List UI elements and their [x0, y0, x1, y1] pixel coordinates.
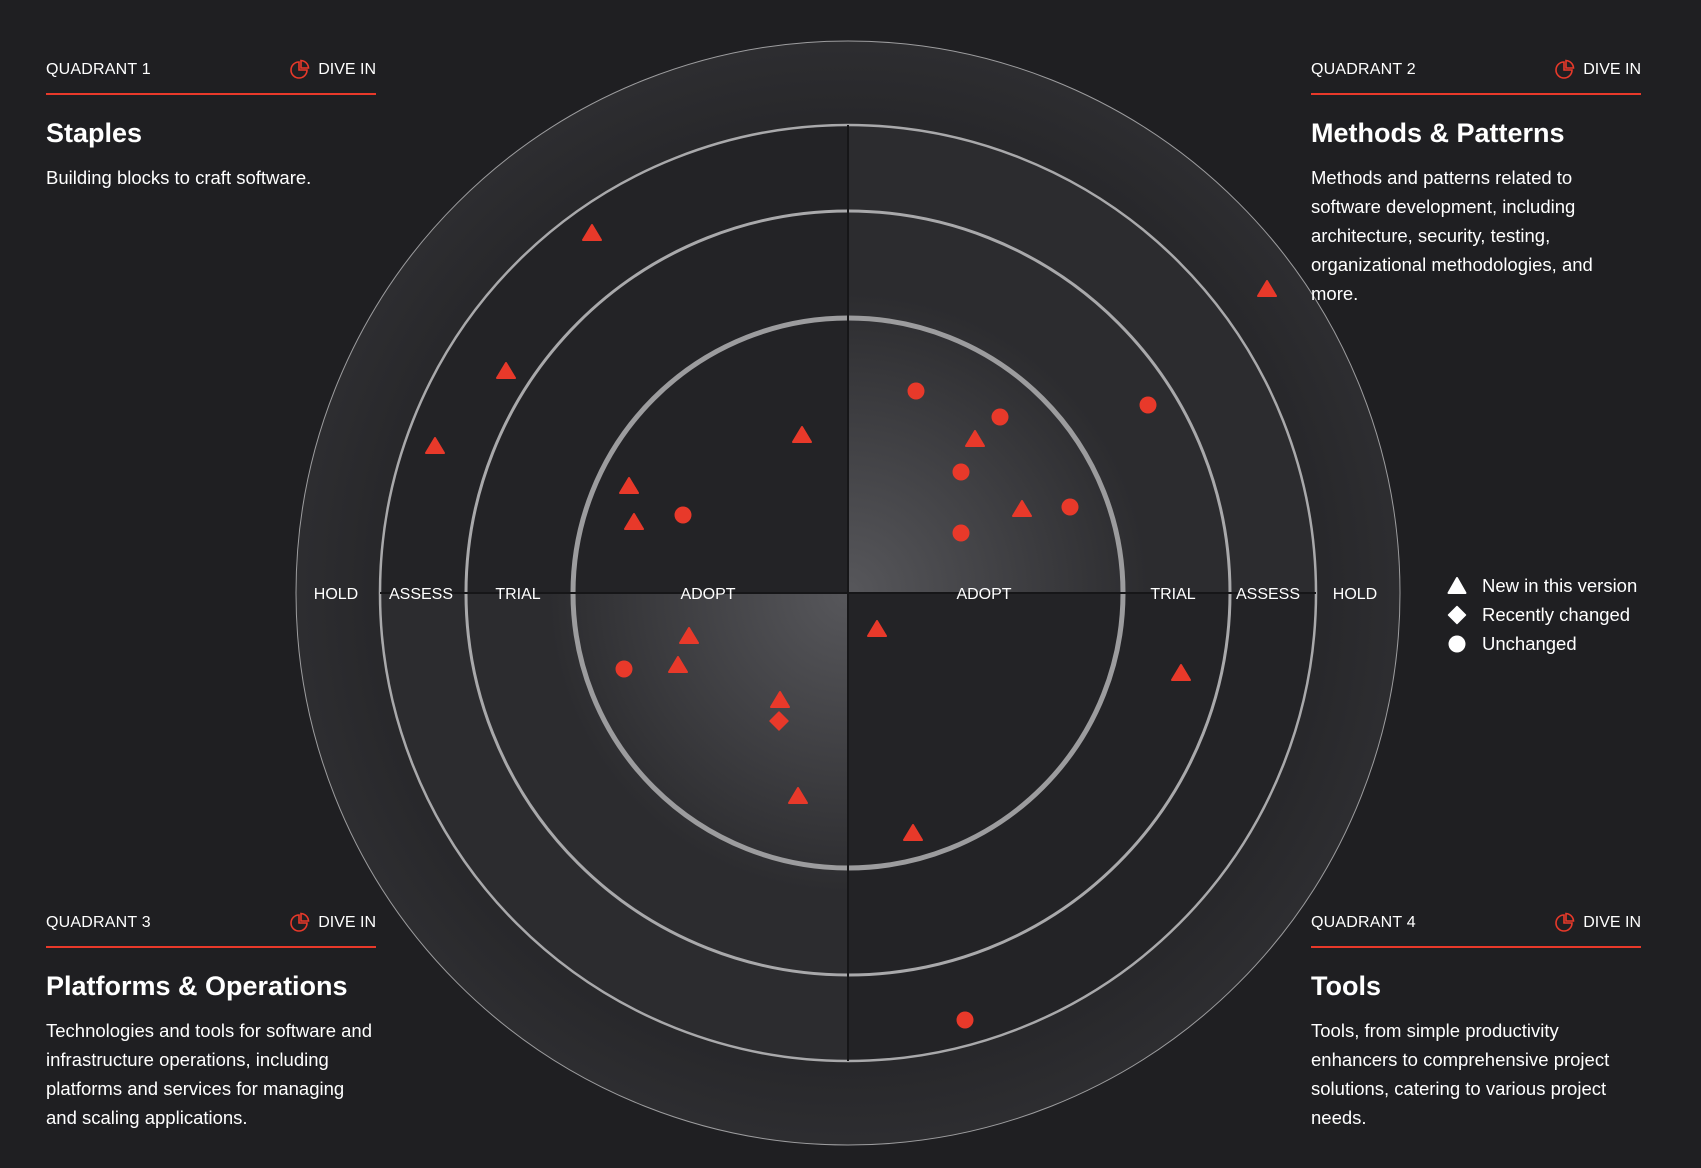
blip-circle[interactable] — [615, 660, 633, 678]
ring-label-hold: HOLD — [1333, 586, 1377, 603]
ring-label-adopt: ADOPT — [956, 586, 1011, 603]
quadrant-1-panel: QUADRANT 1 DIVE IN Staples Building bloc… — [46, 55, 376, 192]
blip-triangle[interactable] — [425, 437, 445, 454]
quadrant-title: Tools — [1311, 971, 1381, 1001]
quadrant-label: QUADRANT 1 — [46, 61, 151, 78]
blip-triangle[interactable] — [1171, 664, 1191, 681]
quadrant-4-fill — [848, 593, 1316, 1061]
blip-circle[interactable] — [1061, 498, 1079, 516]
quadrant-4-panel: QUADRANT 4 DIVE IN Tools Tools, from sim… — [1311, 908, 1641, 1132]
blip-triangle[interactable] — [965, 430, 985, 447]
legend-item-new: New in this version — [1446, 571, 1637, 600]
quadrant-label: QUADRANT 2 — [1311, 61, 1416, 78]
ring-label-trial: TRIAL — [495, 586, 540, 603]
legend: New in this version Recently changed Unc… — [1446, 571, 1637, 658]
dive-in-button[interactable]: DIVE IN — [288, 912, 376, 934]
quadrant-title: Staples — [46, 118, 143, 148]
quadrant-title: Methods & Patterns — [1311, 118, 1565, 148]
blip-circle[interactable] — [1139, 396, 1157, 414]
quadrant-2-panel: QUADRANT 2 DIVE IN Methods & Patterns Me… — [1311, 55, 1641, 308]
legend-item-unchanged: Unchanged — [1446, 629, 1637, 658]
blip-triangle[interactable] — [582, 224, 602, 241]
blip-triangle[interactable] — [679, 627, 699, 644]
blip-triangle[interactable] — [668, 656, 688, 673]
blip-triangle[interactable] — [1257, 280, 1277, 297]
blip-triangle[interactable] — [496, 362, 516, 379]
triangle-icon — [1447, 576, 1467, 594]
pie-chart-icon — [1555, 59, 1575, 79]
quadrant-description: Building blocks to craft software. — [46, 167, 312, 189]
quadrant-header: QUADRANT 3 DIVE IN — [46, 908, 376, 948]
quadrant-header: QUADRANT 4 DIVE IN — [1311, 908, 1641, 948]
dive-in-button[interactable]: DIVE IN — [288, 59, 376, 81]
quadrant-1-fill — [380, 125, 848, 593]
ring-label-trial: TRIAL — [1150, 586, 1195, 603]
ring-label-assess: ASSESS — [1236, 586, 1300, 603]
blip-circle[interactable] — [952, 463, 970, 481]
blip-triangle[interactable] — [619, 477, 639, 494]
dive-in-label: DIVE IN — [1583, 61, 1641, 78]
dive-in-label: DIVE IN — [318, 914, 376, 931]
ring-label-adopt: ADOPT — [680, 586, 735, 603]
quadrant-label: QUADRANT 3 — [46, 914, 151, 931]
legend-label: Unchanged — [1482, 632, 1577, 654]
pie-chart-icon — [290, 59, 310, 79]
blip-triangle[interactable] — [788, 787, 808, 804]
pie-chart-icon — [1555, 912, 1575, 932]
blip-diamond[interactable] — [769, 711, 789, 731]
quadrant-header: QUADRANT 1 DIVE IN — [46, 55, 376, 95]
quadrant-description: Technologies and tools for software and … — [46, 1020, 373, 1129]
quadrant-description: Methods and patterns related to software… — [1311, 167, 1593, 305]
blip-triangle[interactable] — [792, 426, 812, 443]
circle-icon — [1448, 635, 1466, 652]
quadrant-header: QUADRANT 2 DIVE IN — [1311, 55, 1641, 95]
quadrant-title: Platforms & Operations — [46, 971, 348, 1001]
dive-in-button[interactable]: DIVE IN — [1553, 912, 1641, 934]
ring-label-hold: HOLD — [314, 586, 358, 603]
blip-circle[interactable] — [991, 408, 1009, 426]
blip-triangle[interactable] — [903, 824, 923, 841]
ring-label-assess: ASSESS — [389, 586, 453, 603]
pie-chart-icon — [290, 912, 310, 932]
dive-in-label: DIVE IN — [318, 61, 376, 78]
legend-label: New in this version — [1482, 574, 1638, 596]
dive-in-button[interactable]: DIVE IN — [1553, 59, 1641, 81]
legend-item-changed: Recently changed — [1446, 600, 1637, 629]
quadrant-2-fill — [848, 125, 1316, 593]
quadrant-3-panel: QUADRANT 3 DIVE IN Platforms & Operation… — [46, 908, 376, 1132]
quadrant-3-fill — [380, 593, 848, 1061]
blip-triangle[interactable] — [1012, 500, 1032, 517]
blip-circle[interactable] — [907, 382, 925, 400]
blip-triangle[interactable] — [770, 691, 790, 708]
blip-circle[interactable] — [956, 1011, 974, 1029]
quadrant-label: QUADRANT 4 — [1311, 914, 1416, 931]
blip-triangle[interactable] — [624, 513, 644, 530]
blip-circle[interactable] — [674, 506, 692, 524]
dive-in-label: DIVE IN — [1583, 914, 1641, 931]
blip-triangle[interactable] — [867, 620, 887, 637]
legend-label: Recently changed — [1482, 603, 1631, 625]
blip-circle[interactable] — [952, 524, 970, 542]
quadrant-description: Tools, from simple productivity enhancer… — [1311, 1020, 1610, 1129]
ring-hold — [295, 40, 1401, 1146]
diamond-icon — [1447, 605, 1467, 624]
